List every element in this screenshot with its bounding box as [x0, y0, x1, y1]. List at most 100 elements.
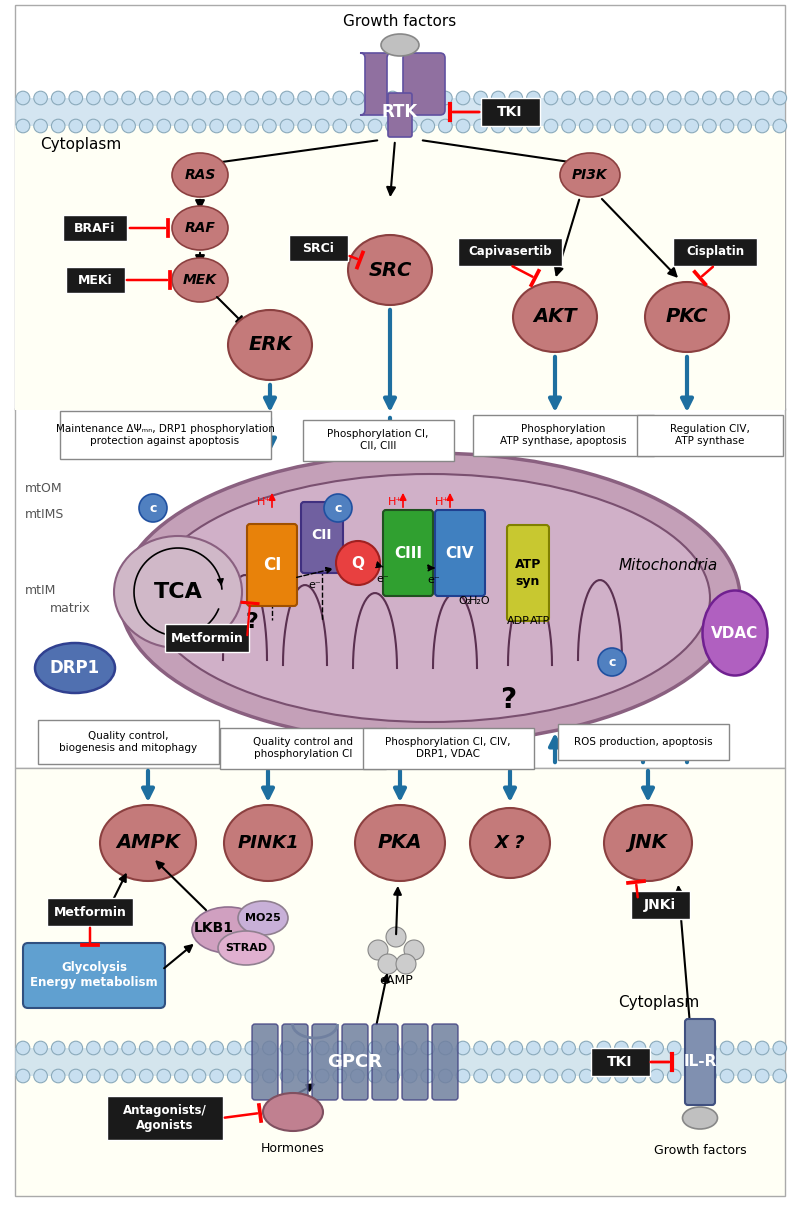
Circle shape	[491, 92, 505, 105]
Circle shape	[227, 92, 241, 105]
Circle shape	[157, 92, 170, 105]
Circle shape	[227, 1070, 241, 1083]
Text: PINK1: PINK1	[237, 835, 299, 851]
Circle shape	[51, 1070, 65, 1083]
Circle shape	[509, 1041, 522, 1055]
Ellipse shape	[192, 907, 264, 953]
Circle shape	[16, 119, 30, 133]
FancyBboxPatch shape	[481, 98, 539, 125]
Circle shape	[192, 92, 206, 105]
Circle shape	[333, 1041, 346, 1055]
Circle shape	[139, 119, 153, 133]
Text: TKI: TKI	[498, 105, 522, 119]
Circle shape	[333, 1070, 346, 1083]
Circle shape	[104, 1041, 118, 1055]
Circle shape	[526, 119, 540, 133]
FancyBboxPatch shape	[23, 943, 165, 1008]
Circle shape	[403, 1070, 417, 1083]
Circle shape	[544, 1041, 558, 1055]
Text: Growth factors: Growth factors	[654, 1143, 746, 1157]
Circle shape	[720, 1041, 734, 1055]
Circle shape	[245, 119, 258, 133]
Circle shape	[597, 1041, 610, 1055]
Circle shape	[350, 92, 364, 105]
Text: ATP: ATP	[515, 558, 541, 572]
Circle shape	[298, 119, 311, 133]
Text: AMPK: AMPK	[116, 833, 180, 853]
Text: H⁺: H⁺	[257, 497, 271, 507]
Ellipse shape	[120, 453, 740, 743]
Circle shape	[597, 119, 610, 133]
Circle shape	[702, 1070, 716, 1083]
Circle shape	[210, 92, 223, 105]
Text: BRAFi: BRAFi	[74, 222, 116, 234]
Text: Regulation CIV,
ATP synthase: Regulation CIV, ATP synthase	[670, 425, 750, 446]
Text: Quality control and
phosphorylation CI: Quality control and phosphorylation CI	[253, 737, 353, 759]
Circle shape	[438, 1041, 452, 1055]
Circle shape	[69, 1041, 82, 1055]
Circle shape	[667, 92, 681, 105]
Circle shape	[245, 1041, 258, 1055]
Circle shape	[368, 92, 382, 105]
Circle shape	[650, 92, 663, 105]
Circle shape	[421, 119, 434, 133]
Circle shape	[298, 1041, 311, 1055]
Text: TCA: TCA	[154, 582, 202, 602]
Circle shape	[396, 954, 416, 974]
Text: CII: CII	[312, 528, 332, 541]
Circle shape	[69, 1070, 82, 1083]
Circle shape	[720, 119, 734, 133]
Ellipse shape	[35, 643, 115, 693]
Circle shape	[192, 119, 206, 133]
Circle shape	[456, 92, 470, 105]
Circle shape	[157, 1041, 170, 1055]
Circle shape	[298, 92, 311, 105]
Text: CI: CI	[263, 556, 281, 574]
Text: VDAC: VDAC	[711, 626, 758, 640]
FancyBboxPatch shape	[247, 523, 297, 605]
Circle shape	[368, 119, 382, 133]
Text: MEKi: MEKi	[78, 274, 112, 287]
Circle shape	[51, 92, 65, 105]
Text: Phosphorylation CI, CIV,
DRP1, VDAC: Phosphorylation CI, CIV, DRP1, VDAC	[386, 737, 510, 759]
Text: Metformin: Metformin	[170, 632, 243, 644]
Circle shape	[139, 1070, 153, 1083]
Text: MEK: MEK	[183, 273, 217, 287]
Circle shape	[755, 119, 769, 133]
Circle shape	[526, 1041, 540, 1055]
Circle shape	[34, 1041, 47, 1055]
Text: TKI: TKI	[607, 1055, 633, 1069]
Circle shape	[773, 92, 786, 105]
Circle shape	[139, 92, 153, 105]
Circle shape	[702, 92, 716, 105]
Circle shape	[333, 119, 346, 133]
Circle shape	[632, 1070, 646, 1083]
Text: Mitochondria: Mitochondria	[618, 557, 718, 573]
FancyBboxPatch shape	[473, 415, 654, 456]
Circle shape	[104, 92, 118, 105]
Ellipse shape	[348, 235, 432, 305]
Ellipse shape	[702, 591, 767, 675]
FancyBboxPatch shape	[312, 1024, 338, 1100]
Circle shape	[491, 119, 505, 133]
FancyBboxPatch shape	[630, 891, 690, 919]
Circle shape	[650, 119, 663, 133]
FancyBboxPatch shape	[59, 411, 270, 459]
Circle shape	[69, 119, 82, 133]
Text: Q: Q	[351, 556, 365, 570]
Circle shape	[614, 92, 628, 105]
Ellipse shape	[381, 34, 419, 55]
Circle shape	[685, 119, 698, 133]
Circle shape	[509, 119, 522, 133]
Circle shape	[738, 1070, 751, 1083]
Circle shape	[324, 494, 352, 522]
FancyBboxPatch shape	[301, 502, 343, 573]
Circle shape	[34, 1070, 47, 1083]
Circle shape	[702, 119, 716, 133]
FancyBboxPatch shape	[15, 408, 785, 768]
Text: cAMP: cAMP	[379, 973, 413, 987]
Circle shape	[227, 1041, 241, 1055]
Circle shape	[650, 1041, 663, 1055]
Circle shape	[456, 1070, 470, 1083]
FancyBboxPatch shape	[637, 415, 783, 456]
